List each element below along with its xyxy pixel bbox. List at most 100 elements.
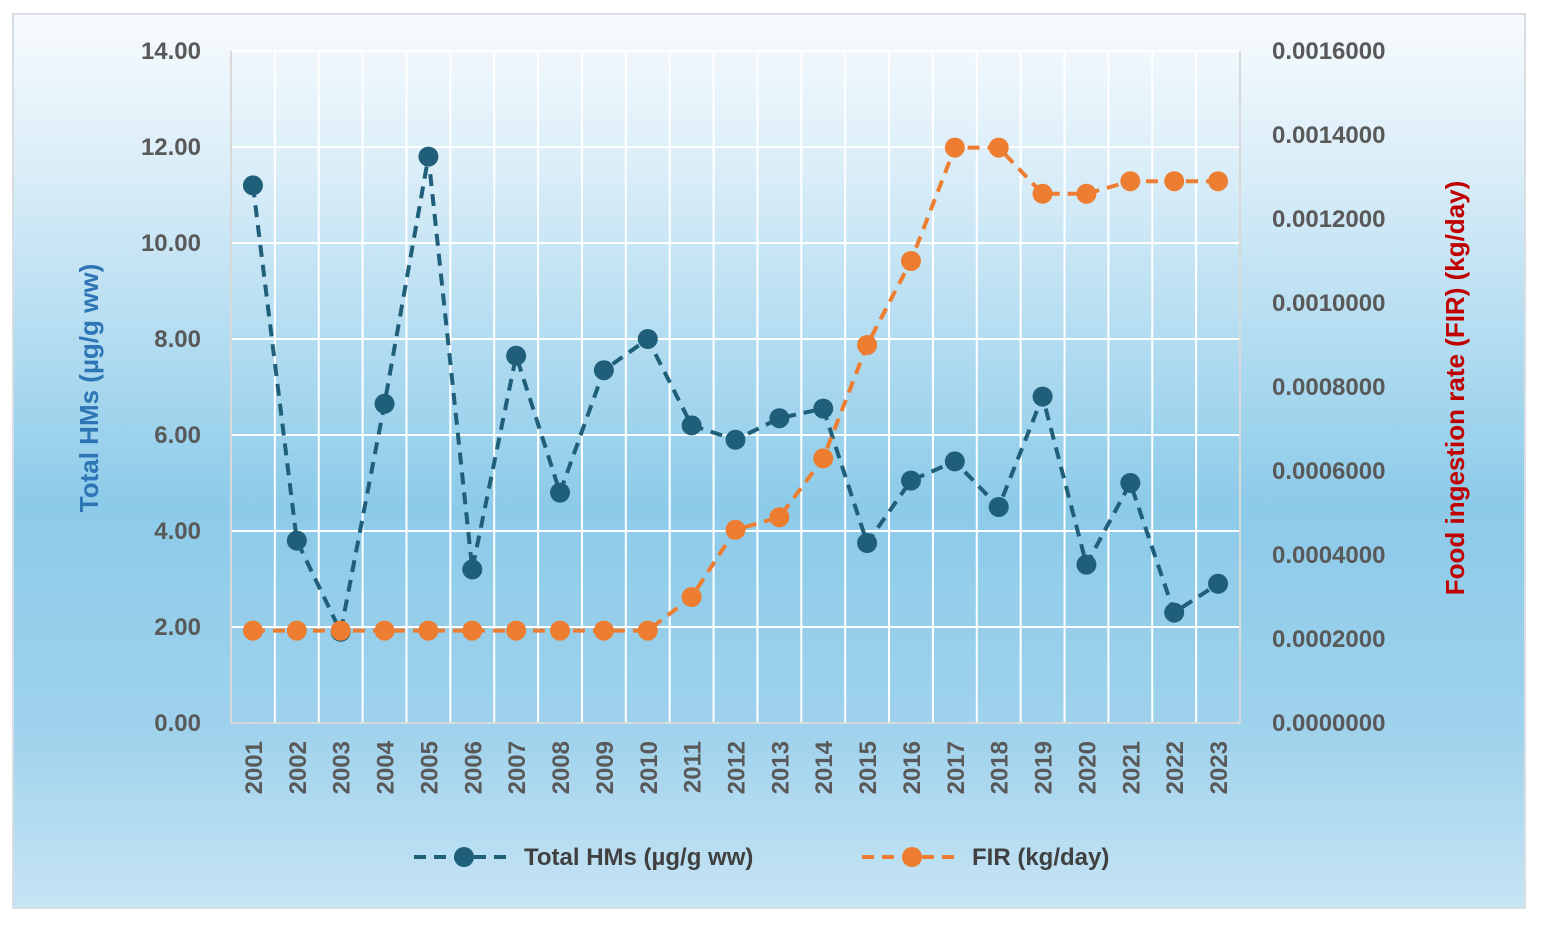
y-left-tick-label: 2.00: [154, 614, 201, 641]
x-tick-label: 2003: [329, 741, 356, 794]
y-left-tick-label: 6.00: [154, 422, 201, 449]
x-tick-label: 2007: [504, 741, 531, 794]
data-point: [681, 587, 702, 607]
data-point: [637, 329, 658, 349]
legend: Total HMs (µg/g ww) FIR (kg/day): [414, 844, 1109, 871]
y-right-tick-label: 0.0008000: [1272, 374, 1385, 401]
x-tick-label: 2005: [416, 741, 443, 794]
data-point: [813, 448, 834, 469]
y-right-tick-label: 0.0016000: [1272, 38, 1385, 65]
data-point: [1120, 473, 1141, 493]
y-right-tick-label: 0.0002000: [1272, 626, 1385, 653]
data-point: [593, 620, 614, 641]
legend-label-total-hms: Total HMs (µg/g ww): [524, 844, 753, 871]
data-point: [900, 251, 921, 271]
x-tick-label: 2016: [899, 741, 926, 794]
data-point: [769, 408, 790, 429]
data-point: [988, 497, 1009, 517]
chart-frame: [12, 13, 1526, 909]
axes: [230, 51, 1241, 724]
data-point: [374, 393, 395, 414]
y-right-tick-label: 0.0006000: [1272, 458, 1385, 485]
x-tick-label: 2014: [811, 740, 838, 794]
x-tick-label: 2011: [680, 741, 707, 793]
data-point: [725, 519, 746, 540]
data-point: [462, 620, 483, 641]
y-left-tick-label: 8.00: [154, 326, 201, 353]
data-point: [242, 620, 263, 641]
tick-labels: 0.00 2.00 4.00 6.00 8.00 10.00 12.00 14.00 0.000…: [141, 38, 1386, 794]
series: [242, 137, 1229, 642]
data-point: [1164, 602, 1185, 623]
data-point: [944, 451, 965, 472]
x-tick-label: 2012: [724, 741, 751, 794]
y-axis-left-title: Total HMs (µg/g ww): [74, 264, 104, 512]
data-point: [1032, 183, 1053, 204]
data-point: [813, 398, 834, 419]
data-point: [900, 470, 921, 491]
legend-item-total-hms: Total HMs (µg/g ww): [414, 844, 753, 871]
x-tick-label: 2022: [1162, 741, 1189, 794]
data-point: [506, 620, 527, 641]
x-tick-label: 2015: [855, 741, 882, 794]
y-left-tick-label: 10.00: [141, 230, 201, 257]
x-tick-label: 2013: [767, 741, 794, 794]
x-tick-label: 2018: [987, 741, 1014, 794]
data-point: [857, 533, 878, 553]
series-line: [250, 156, 1220, 639]
data-point: [286, 530, 307, 551]
x-tick-label: 2008: [548, 741, 575, 794]
y-left-tick-label: 4.00: [154, 518, 201, 545]
x-tick-label: 2023: [1206, 741, 1233, 794]
data-point: [725, 429, 746, 450]
y-left-tick-label: 12.00: [141, 134, 201, 161]
x-tick-label: 2006: [460, 741, 487, 794]
data-point: [374, 620, 395, 641]
data-point: [593, 360, 614, 381]
data-point: [330, 620, 351, 641]
data-point: [1076, 183, 1097, 204]
series-line: [252, 145, 1219, 633]
x-tick-label: 2004: [373, 740, 400, 794]
data-point: [1208, 171, 1229, 192]
y-right-tick-label: 0.0000000: [1272, 710, 1385, 737]
y-right-tick-label: 0.0004000: [1272, 542, 1385, 569]
data-point: [681, 415, 702, 436]
y-left-tick-label: 14.00: [141, 38, 201, 65]
x-tick-label: 2021: [1118, 741, 1145, 794]
data-point: [857, 335, 878, 355]
y-right-tick-label: 0.0012000: [1272, 206, 1385, 233]
series-total-hms: [242, 146, 1229, 642]
data-point: [242, 175, 263, 196]
data-point: [637, 620, 658, 641]
y-axis-right-title: Food ingestion rate (FIR) (kg/day): [1440, 181, 1470, 596]
x-tick-label: 2010: [636, 741, 663, 794]
y-right-tick-label: 0.0014000: [1272, 122, 1385, 149]
data-point: [1076, 554, 1097, 575]
data-point: [1208, 573, 1229, 594]
data-point: [988, 137, 1009, 158]
data-point: [550, 620, 571, 641]
legend-item-fir: FIR (kg/day): [862, 844, 1109, 871]
data-point: [418, 146, 439, 167]
data-point: [1032, 386, 1053, 407]
data-point: [506, 345, 527, 366]
data-point: [1164, 171, 1185, 192]
data-point: [1120, 171, 1141, 192]
data-point: [418, 620, 439, 641]
x-tick-label: 2009: [592, 741, 619, 794]
data-point: [944, 137, 965, 158]
series-fir: [242, 137, 1229, 641]
x-tick-label: 2020: [1074, 741, 1101, 794]
data-point: [550, 482, 571, 503]
data-point: [769, 507, 790, 528]
x-tick-label: 2019: [1031, 741, 1058, 794]
data-point: [286, 620, 307, 641]
x-tick-label: 2001: [241, 741, 268, 794]
x-tick-label: 2017: [943, 741, 970, 794]
data-point: [462, 559, 483, 580]
x-tick-label: 2002: [285, 741, 312, 794]
legend-label-fir: FIR (kg/day): [972, 844, 1109, 871]
y-right-tick-label: 0.0010000: [1272, 290, 1385, 317]
